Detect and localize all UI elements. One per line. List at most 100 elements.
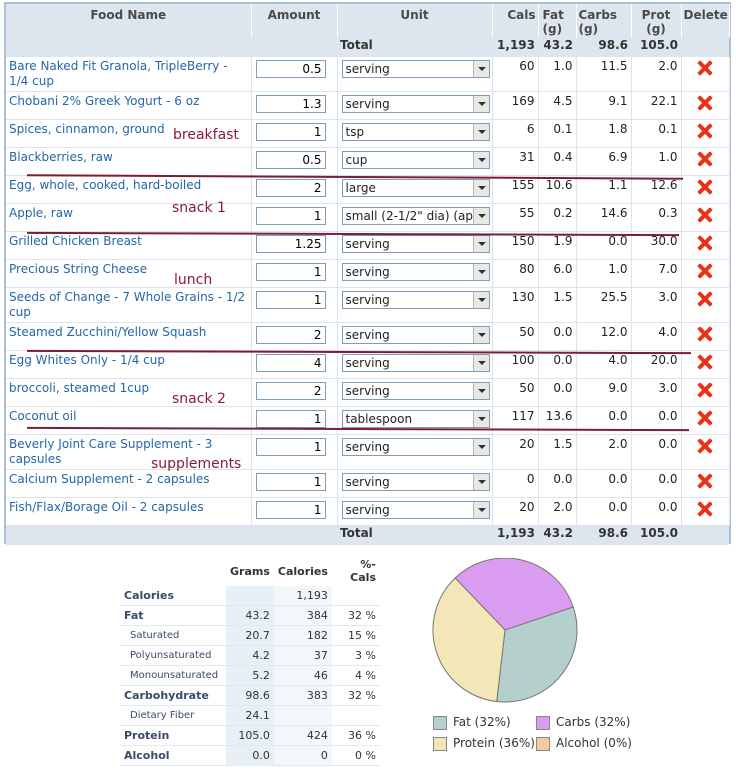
nutrient-grams bbox=[226, 586, 274, 606]
food-name-link[interactable]: Steamed Zucchini/Yellow Squash bbox=[9, 325, 207, 339]
unit-select[interactable]: serving bbox=[341, 235, 490, 253]
unit-select[interactable]: serving bbox=[341, 438, 490, 456]
unit-select[interactable]: serving bbox=[341, 263, 490, 281]
dropdown-arrow-icon[interactable] bbox=[472, 208, 489, 224]
amount-input[interactable] bbox=[255, 207, 326, 225]
delete-x-icon[interactable] bbox=[696, 382, 714, 398]
dropdown-arrow-icon[interactable] bbox=[472, 383, 489, 399]
unit-value: large bbox=[345, 181, 376, 195]
delete-x-icon[interactable] bbox=[696, 501, 714, 517]
delete-x-icon[interactable] bbox=[696, 291, 714, 307]
col-header-food-name[interactable]: Food Name bbox=[6, 4, 252, 38]
amount-input[interactable] bbox=[255, 382, 326, 400]
unit-select[interactable]: tsp bbox=[341, 123, 490, 141]
amount-input[interactable] bbox=[255, 501, 326, 519]
amount-cell bbox=[251, 231, 338, 260]
amount-input[interactable] bbox=[255, 410, 326, 428]
food-name-link[interactable]: Fish/Flax/Borage Oil - 2 capsules bbox=[9, 500, 204, 514]
food-name-link[interactable]: Egg Whites Only - 1/4 cup bbox=[9, 353, 165, 367]
amount-input[interactable] bbox=[255, 123, 326, 141]
unit-select[interactable]: serving bbox=[341, 326, 490, 344]
col-header-carbs[interactable]: Carbs (g) bbox=[576, 4, 632, 38]
amount-input[interactable] bbox=[255, 438, 326, 456]
delete-x-icon[interactable] bbox=[696, 438, 714, 454]
prot-cell: 3.0 bbox=[631, 287, 682, 323]
amount-input[interactable] bbox=[255, 354, 326, 372]
cals-cell: 130 bbox=[492, 287, 539, 323]
amount-input[interactable] bbox=[255, 263, 326, 281]
dropdown-arrow-icon[interactable] bbox=[472, 292, 489, 308]
delete-x-icon[interactable] bbox=[696, 354, 714, 370]
unit-select[interactable]: serving bbox=[341, 291, 490, 309]
unit-select[interactable]: serving bbox=[341, 473, 490, 491]
unit-select[interactable]: serving bbox=[341, 60, 490, 78]
delete-x-icon[interactable] bbox=[696, 410, 714, 426]
delete-x-icon[interactable] bbox=[696, 60, 714, 76]
dropdown-arrow-icon[interactable] bbox=[472, 411, 489, 427]
delete-x-icon[interactable] bbox=[696, 207, 714, 223]
amount-input[interactable] bbox=[255, 291, 326, 309]
delete-x-icon[interactable] bbox=[696, 123, 714, 139]
delete-x-icon[interactable] bbox=[696, 263, 714, 279]
col-header-prot[interactable]: Prot (g) bbox=[631, 4, 682, 38]
food-name-link[interactable]: Grilled Chicken Breast bbox=[9, 234, 142, 248]
food-name-link[interactable]: Blackberries, raw bbox=[9, 150, 113, 164]
carbs-cell: 4.0 bbox=[576, 350, 632, 379]
dropdown-arrow-icon[interactable] bbox=[472, 124, 489, 140]
dropdown-arrow-icon[interactable] bbox=[472, 474, 489, 490]
unit-select[interactable]: serving bbox=[341, 95, 490, 113]
delete-x-icon[interactable] bbox=[696, 235, 714, 251]
dropdown-arrow-icon[interactable] bbox=[472, 96, 489, 112]
nutrient-grams: 98.6 bbox=[226, 685, 274, 706]
dropdown-arrow-icon[interactable] bbox=[472, 502, 489, 518]
col-header-cals[interactable]: Cals bbox=[492, 4, 539, 38]
amount-input[interactable] bbox=[255, 473, 326, 491]
dropdown-arrow-icon[interactable] bbox=[472, 61, 489, 77]
unit-value: serving bbox=[345, 265, 390, 279]
unit-select[interactable]: serving bbox=[341, 354, 490, 372]
amount-input[interactable] bbox=[255, 151, 326, 169]
unit-select[interactable]: small (2-1/2" dia) (appr bbox=[341, 207, 490, 225]
food-name-link[interactable]: Spices, cinnamon, ground bbox=[9, 122, 165, 136]
food-name-cell: Fish/Flax/Borage Oil - 2 capsules bbox=[6, 497, 252, 526]
unit-select[interactable]: serving bbox=[341, 501, 490, 519]
food-name-link[interactable]: Coconut oil bbox=[9, 409, 77, 423]
unit-select[interactable]: large bbox=[341, 179, 490, 197]
prot-cell: 0.1 bbox=[631, 119, 682, 148]
food-name-link[interactable]: Seeds of Change - 7 Whole Grains - 1/2 c… bbox=[9, 290, 246, 319]
col-header-unit[interactable]: Unit bbox=[337, 4, 493, 38]
amount-input[interactable] bbox=[255, 326, 326, 344]
food-name-link[interactable]: Beverly Joint Care Supplement - 3 capsul… bbox=[9, 437, 213, 466]
dropdown-arrow-icon[interactable] bbox=[472, 180, 489, 196]
unit-select[interactable]: serving bbox=[341, 382, 490, 400]
food-name-link[interactable]: broccoli, steamed 1cup bbox=[9, 381, 150, 395]
food-name-link[interactable]: Bare Naked Fit Granola, TripleBerry - 1/… bbox=[9, 59, 228, 88]
unit-select[interactable]: cup bbox=[341, 151, 490, 169]
amount-input[interactable] bbox=[255, 235, 326, 253]
food-name-link[interactable]: Apple, raw bbox=[9, 206, 73, 220]
dropdown-arrow-icon[interactable] bbox=[472, 236, 489, 252]
amount-input[interactable] bbox=[255, 60, 326, 78]
delete-cell bbox=[681, 322, 730, 351]
nutrition-row: Polyunsaturated 4.2 37 3 % bbox=[120, 645, 380, 666]
food-name-link[interactable]: Chobani 2% Greek Yogurt - 6 oz bbox=[9, 94, 200, 108]
delete-x-icon[interactable] bbox=[696, 95, 714, 111]
col-header-fat[interactable]: Fat (g) bbox=[538, 4, 577, 38]
dropdown-arrow-icon[interactable] bbox=[472, 327, 489, 343]
delete-x-icon[interactable] bbox=[696, 473, 714, 489]
delete-x-icon[interactable] bbox=[696, 179, 714, 195]
delete-x-icon[interactable] bbox=[696, 326, 714, 342]
food-name-link[interactable]: Egg, whole, cooked, hard-boiled bbox=[9, 178, 202, 192]
delete-x-icon[interactable] bbox=[696, 151, 714, 167]
fat-cell: 1.0 bbox=[538, 57, 577, 92]
dropdown-arrow-icon[interactable] bbox=[472, 152, 489, 168]
food-name-link[interactable]: Precious String Cheese bbox=[9, 262, 148, 276]
dropdown-arrow-icon[interactable] bbox=[472, 264, 489, 280]
unit-select[interactable]: tablespoon bbox=[341, 410, 490, 428]
dropdown-arrow-icon[interactable] bbox=[472, 439, 489, 455]
amount-input[interactable] bbox=[255, 179, 326, 197]
amount-input[interactable] bbox=[255, 95, 326, 113]
col-header-amount[interactable]: Amount bbox=[251, 4, 338, 38]
dropdown-arrow-icon[interactable] bbox=[472, 355, 489, 371]
food-name-link[interactable]: Calcium Supplement - 2 capsules bbox=[9, 472, 210, 486]
